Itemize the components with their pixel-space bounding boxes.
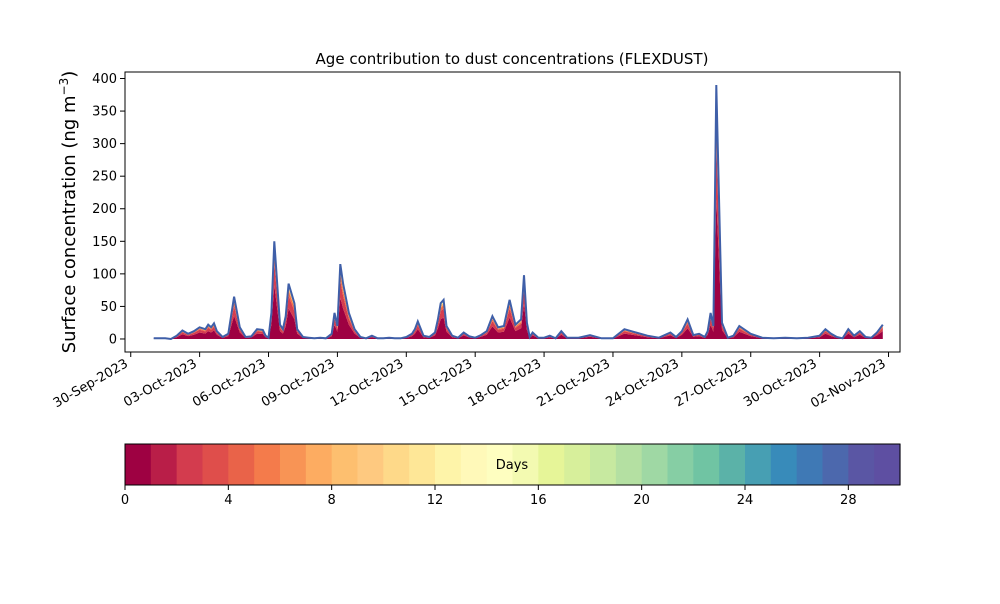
- colorbar-cell: [590, 444, 617, 485]
- colorbar-frame: [124, 443, 901, 486]
- age-band-5: [153, 92, 883, 339]
- colorbar-cell: [460, 444, 488, 485]
- colorbar-tick-label: 16: [530, 493, 547, 508]
- colorbar-cell: [512, 444, 539, 485]
- colorbar-cell: [150, 444, 178, 485]
- colorbar-cell: [538, 444, 565, 485]
- y-tick-label: 150: [92, 235, 117, 250]
- colorbar-cell: [486, 444, 514, 485]
- chart-title: Age contribution to dust concentrations …: [316, 50, 709, 68]
- age-band-8: [153, 85, 883, 339]
- colorbar-cell: [228, 444, 255, 485]
- age-band-0: [153, 199, 883, 339]
- colorbar-tick-label: 24: [737, 493, 754, 508]
- y-axis-label-superscript: −3: [57, 78, 71, 96]
- age-band-7: [153, 86, 883, 339]
- y-axis-label: Surface concentration (ng m−3): [57, 71, 80, 354]
- x-axis: 30-Sep-202303-Oct-202306-Oct-202309-Oct-…: [51, 352, 890, 411]
- colorbar-tick-label: 28: [840, 493, 857, 508]
- colorbar-cell: [693, 444, 720, 485]
- y-tick-label: 400: [92, 72, 117, 87]
- age-band-1: [153, 140, 883, 339]
- x-tick-label: 30-Sep-2023: [51, 356, 131, 411]
- colorbar: [125, 444, 901, 485]
- colorbar-cell: [331, 444, 359, 485]
- colorbar-cell: [874, 444, 901, 485]
- y-tick-label: 200: [92, 202, 117, 217]
- colorbar-cell: [125, 444, 152, 485]
- colorbar-cell: [615, 444, 643, 485]
- x-tick-label: 02-Nov-2023: [808, 356, 888, 411]
- colorbar-cell: [745, 444, 772, 485]
- colorbar-cell: [357, 444, 384, 485]
- y-tick-label: 0: [109, 332, 117, 347]
- colorbar-cell: [822, 444, 849, 485]
- colorbar-tick-label: 20: [633, 493, 650, 508]
- colorbar-label: Days: [496, 458, 529, 473]
- x-tick-label: 15-Oct-2023: [397, 356, 475, 410]
- colorbar-cell: [796, 444, 824, 485]
- colorbar-cell: [564, 444, 591, 485]
- total-concentration-line: [153, 84, 884, 341]
- y-axis-label-close: ): [59, 71, 80, 78]
- x-tick-label: 21-Oct-2023: [535, 356, 613, 410]
- x-tick-label: 24-Oct-2023: [603, 356, 681, 410]
- x-tick-label: 09-Oct-2023: [259, 356, 337, 410]
- age-band-3: [153, 105, 883, 339]
- colorbar-tick-label: 12: [427, 493, 444, 508]
- colorbar-cell: [280, 444, 307, 485]
- y-axis: 0 50 100 150 200 250 300 350 400: [92, 72, 125, 347]
- colorbar-cell: [770, 444, 798, 485]
- y-tick-label: 100: [92, 267, 117, 282]
- plot-area: [153, 84, 884, 341]
- colorbar-ticks: 0 4 8 12 16 20 24 28: [121, 485, 857, 508]
- age-band-2: [153, 118, 883, 339]
- y-axis-label-main: Surface concentration (ng m: [59, 95, 80, 353]
- y-tick-label: 300: [92, 137, 117, 152]
- age-band-6: [153, 88, 883, 339]
- colorbar-cell: [254, 444, 281, 485]
- age-band-4: [153, 97, 883, 339]
- colorbar-cell: [848, 444, 875, 485]
- x-tick-label: 30-Oct-2023: [741, 356, 819, 410]
- y-tick-label: 250: [92, 170, 117, 185]
- colorbar-cell: [176, 444, 204, 485]
- y-tick-label: 350: [92, 105, 117, 120]
- colorbar-cell: [641, 444, 669, 485]
- colorbar-cell: [383, 444, 410, 485]
- plot-frame: [124, 71, 901, 353]
- y-tick-label: 50: [100, 300, 117, 315]
- colorbar-tick-label: 8: [328, 493, 336, 508]
- colorbar-cell: [719, 444, 746, 485]
- colorbar-cell: [202, 444, 229, 485]
- colorbar-tick-label: 4: [224, 493, 232, 508]
- x-tick-label: 18-Oct-2023: [466, 356, 544, 410]
- colorbar-cell: [305, 444, 333, 485]
- colorbar-tick-label: 0: [121, 493, 129, 508]
- x-tick-label: 03-Oct-2023: [121, 356, 199, 410]
- x-tick-label: 12-Oct-2023: [328, 356, 406, 410]
- colorbar-cell: [667, 444, 694, 485]
- colorbar-cell: [435, 444, 462, 485]
- colorbar-cell: [409, 444, 436, 485]
- x-tick-label: 06-Oct-2023: [190, 356, 268, 410]
- x-tick-label: 27-Oct-2023: [672, 356, 750, 410]
